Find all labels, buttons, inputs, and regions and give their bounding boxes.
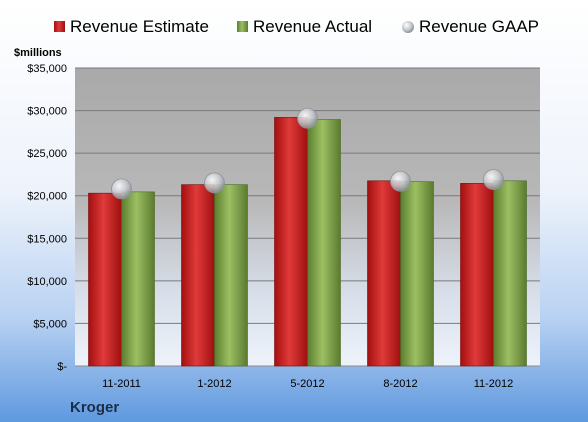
y-tick-label: $35,000 (27, 63, 67, 75)
marker-revenue-gaap (204, 172, 225, 194)
y-tick-label: $20,000 (27, 191, 67, 203)
legend-swatch-estimate (54, 21, 65, 32)
y-axis-tick-labels: $- $5,000 $10,000 $15,000 $20,000 $25,000 $30,… (27, 63, 67, 373)
x-tick-label: 5-2012 (290, 378, 324, 390)
x-tick-label: 11-2011 (102, 378, 141, 390)
marker-revenue-gaap (297, 107, 318, 129)
y-tick-label: $10,000 (27, 276, 67, 288)
bar-revenue-estimate (274, 117, 308, 367)
legend-label-gaap: Revenue GAAP (419, 17, 539, 36)
bar-revenue-actual (121, 191, 155, 367)
legend-swatch-actual (237, 21, 248, 32)
bar-revenue-estimate (181, 184, 215, 367)
y-tick-label: $30,000 (27, 106, 67, 118)
bars (88, 117, 527, 367)
y-tick-label: $5,000 (33, 318, 67, 330)
marker-revenue-gaap (390, 170, 411, 192)
x-tick-label: 11-2012 (474, 378, 514, 390)
legend-label-actual: Revenue Actual (253, 17, 372, 36)
marker-revenue-gaap (483, 169, 504, 190)
legend-label-estimate: Revenue Estimate (70, 17, 209, 36)
y-tick-label: $- (57, 361, 67, 373)
legend: Revenue Estimate Revenue Actual Revenue … (54, 17, 539, 36)
unit-label: $millions (14, 47, 62, 59)
bar-revenue-estimate (88, 192, 122, 367)
bar-revenue-estimate (460, 183, 494, 367)
bar-revenue-actual (307, 119, 341, 367)
legend-swatch-gaap (402, 21, 414, 33)
x-tick-label: 1-2012 (197, 378, 231, 390)
bar-revenue-actual (493, 180, 527, 367)
bar-revenue-estimate (367, 180, 401, 367)
company-label: Kroger (70, 399, 119, 416)
y-tick-label: $25,000 (27, 148, 67, 160)
x-axis-tick-labels: 11-2011 1-2012 5-2012 8-2012 11-2012 (102, 378, 513, 390)
gaap-markers (111, 107, 504, 200)
bar-revenue-actual (400, 181, 434, 367)
marker-revenue-gaap (111, 178, 132, 200)
y-tick-label: $15,000 (27, 233, 67, 245)
bar-revenue-actual (214, 184, 248, 367)
x-tick-label: 8-2012 (383, 378, 417, 390)
